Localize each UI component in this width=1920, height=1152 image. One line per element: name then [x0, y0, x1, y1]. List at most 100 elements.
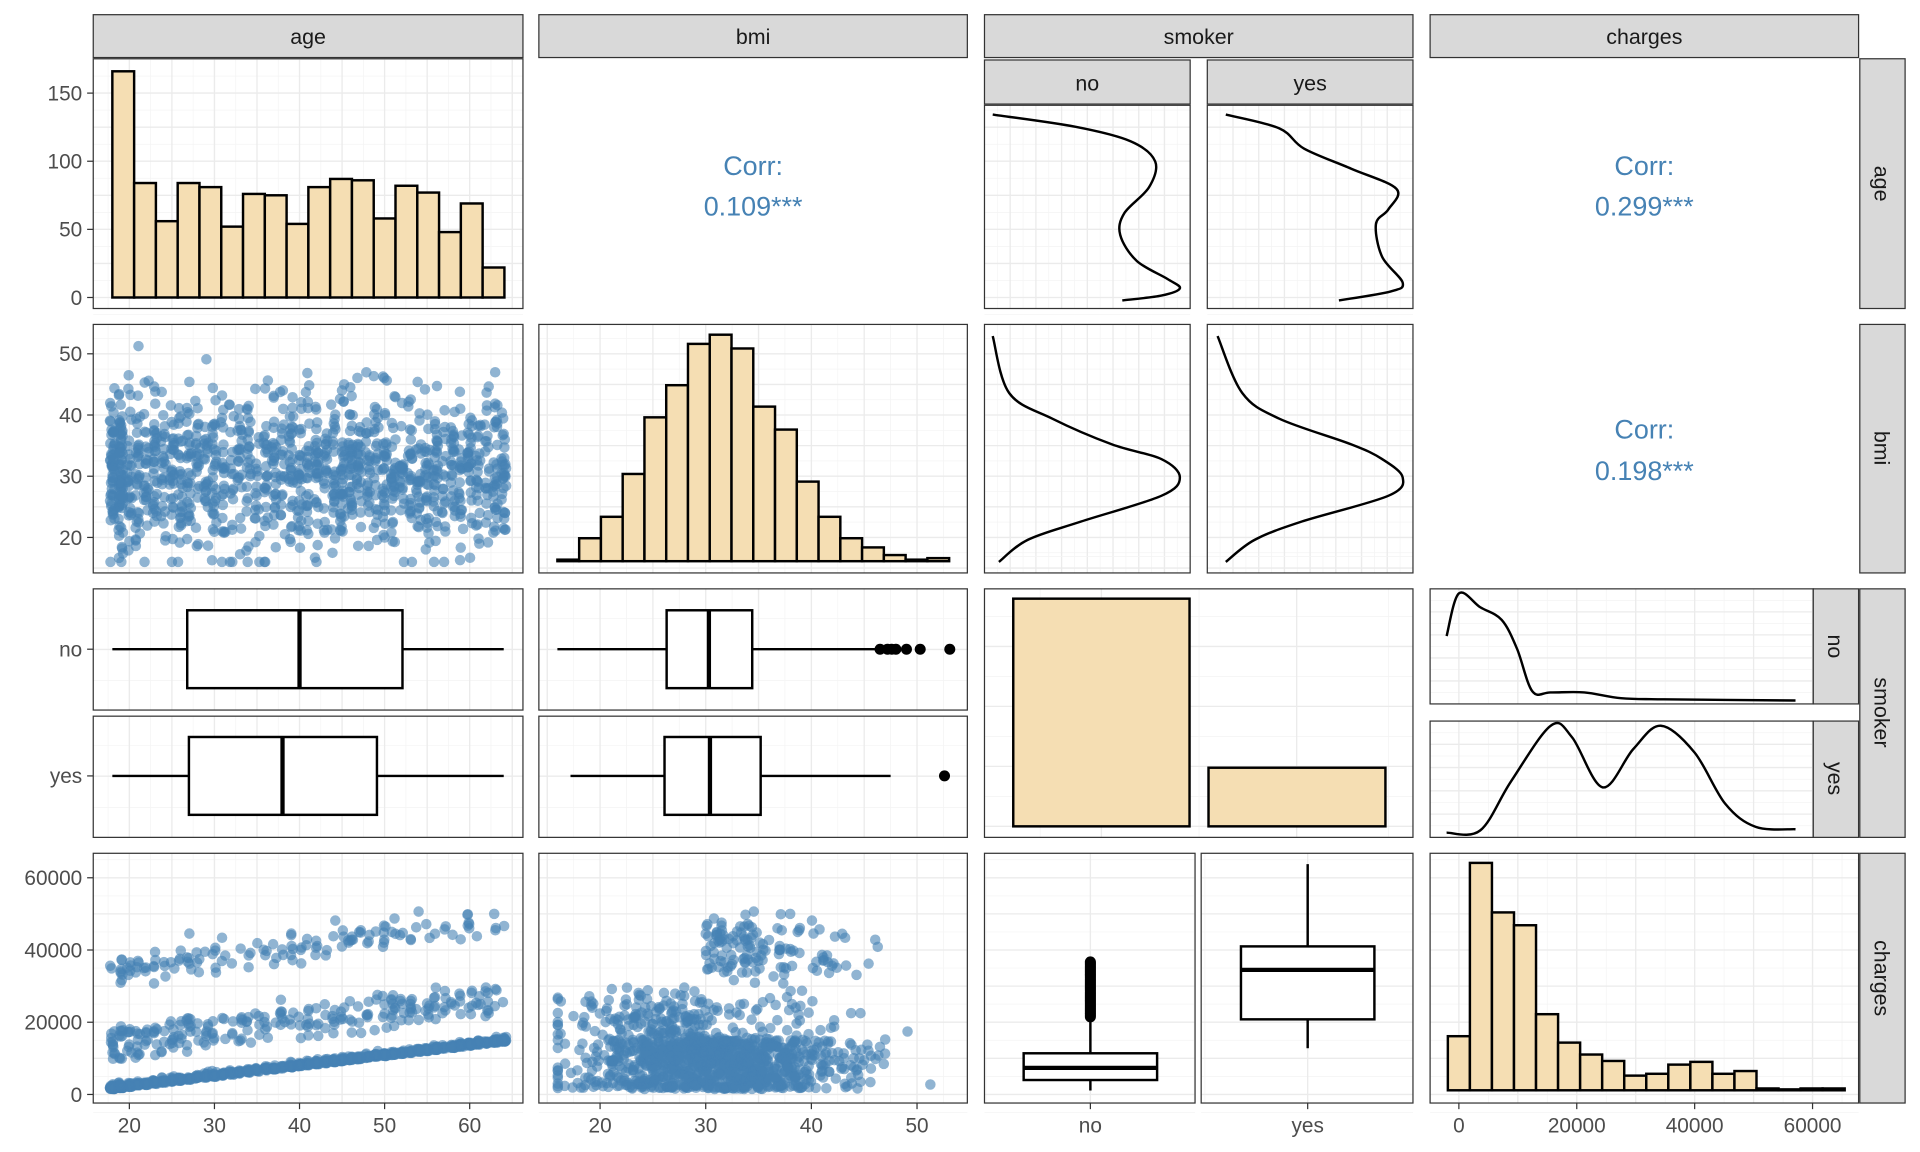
point: [381, 1022, 392, 1033]
point: [372, 504, 384, 516]
point: [473, 460, 484, 471]
strip-charges-label: charges: [1606, 25, 1682, 49]
point: [345, 381, 356, 393]
point: [789, 1036, 800, 1047]
point: [825, 1022, 837, 1034]
point: [605, 1013, 616, 1025]
point: [218, 489, 229, 500]
strip-age-label: age: [290, 25, 326, 49]
point: [758, 944, 769, 955]
point: [462, 448, 474, 459]
point: [310, 949, 321, 961]
point: [397, 998, 408, 1010]
point: [106, 401, 117, 412]
point: [404, 508, 415, 519]
point: [116, 963, 127, 975]
point: [676, 1041, 687, 1052]
point: [219, 950, 231, 961]
point: [243, 425, 254, 437]
point: [185, 451, 196, 462]
bmi-hist-bar: [860, 546, 886, 563]
point: [227, 1029, 238, 1040]
point: [723, 1051, 734, 1062]
point: [321, 944, 333, 956]
x-tick-label: 40: [800, 1114, 823, 1137]
point: [207, 948, 218, 960]
point: [798, 1047, 809, 1058]
point: [194, 442, 205, 454]
point: [151, 1039, 163, 1050]
point: [235, 523, 247, 534]
point: [107, 1047, 118, 1058]
point: [387, 536, 398, 547]
point: [319, 516, 331, 528]
point: [184, 376, 195, 388]
point: [621, 982, 633, 993]
point: [406, 993, 418, 1005]
point: [310, 404, 322, 415]
point: [730, 1036, 742, 1047]
bmi-charges-points: [552, 906, 936, 1095]
point: [641, 993, 653, 1005]
strip-age: [92, 14, 524, 59]
point: [793, 924, 805, 936]
point: [173, 402, 185, 414]
point: [261, 479, 272, 491]
point: [318, 475, 329, 487]
point: [825, 1036, 837, 1047]
point: [775, 908, 787, 920]
point: [210, 395, 221, 406]
point: [363, 426, 375, 438]
point: [337, 925, 349, 936]
point: [267, 938, 279, 950]
point: [336, 521, 347, 532]
point: [463, 1002, 474, 1013]
point: [872, 941, 883, 953]
point: [634, 989, 645, 1001]
point: [287, 402, 298, 414]
panel-age-bmi-scatter-border: [92, 323, 524, 574]
point: [750, 952, 762, 964]
point: [552, 1029, 564, 1040]
point: [107, 462, 118, 474]
point: [168, 1071, 180, 1082]
point: [497, 413, 509, 424]
box: [663, 735, 762, 817]
point: [378, 937, 390, 948]
point: [439, 421, 451, 433]
point: [716, 917, 727, 928]
point: [185, 964, 197, 975]
point: [603, 994, 615, 1006]
point: [740, 935, 751, 947]
point: [105, 438, 116, 449]
point: [232, 425, 243, 436]
point: [806, 915, 818, 926]
point: [778, 978, 789, 989]
point: [687, 1025, 699, 1037]
point: [184, 437, 196, 448]
y-tick-label: 30: [59, 466, 82, 489]
x-tick-label: 0: [1453, 1114, 1465, 1137]
bmi-hist-bar: [577, 537, 603, 563]
point: [293, 495, 305, 507]
bmi-hist-bar: [926, 556, 951, 563]
point: [650, 1013, 662, 1025]
point: [328, 931, 339, 942]
point: [814, 924, 825, 935]
point: [421, 918, 432, 930]
point: [596, 1077, 608, 1088]
age-hist-bar: [394, 184, 419, 299]
point: [661, 1016, 672, 1027]
y-tick-label: 100: [48, 151, 83, 174]
point: [275, 509, 287, 521]
point: [411, 487, 423, 498]
point: [445, 477, 457, 488]
age-hist-bar: [459, 202, 484, 299]
point: [325, 399, 337, 410]
strip-right-charges-label: charges: [1869, 940, 1893, 1016]
y-tick-label: 50: [59, 219, 82, 242]
point: [226, 524, 238, 536]
point: [277, 403, 289, 415]
charges-box-yes: [1239, 864, 1376, 1049]
point: [830, 1073, 842, 1084]
